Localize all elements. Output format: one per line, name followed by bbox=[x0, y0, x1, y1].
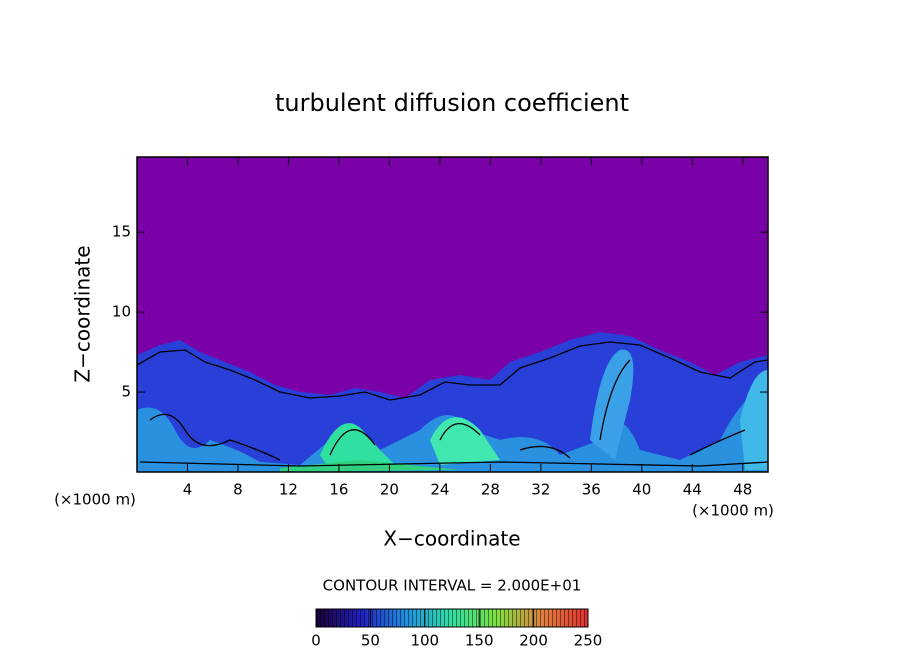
colorbar-tick-label: 50 bbox=[361, 632, 380, 650]
y-tick-label: 5 bbox=[121, 383, 131, 401]
x-tick-label: 48 bbox=[733, 481, 752, 499]
colorbar-tick-label: 250 bbox=[574, 632, 603, 650]
y-tick-label: 15 bbox=[112, 223, 131, 241]
x-tick-label: 20 bbox=[380, 481, 399, 499]
colorbar-tick-label: 200 bbox=[519, 632, 548, 650]
x-unit-left: (×1000 m) bbox=[54, 491, 136, 509]
contour-interval: CONTOUR INTERVAL = 2.000E+01 bbox=[323, 577, 582, 595]
x-tick-label: 36 bbox=[582, 481, 601, 499]
x-tick-label: 32 bbox=[531, 481, 550, 499]
x-tick-label: 16 bbox=[329, 481, 348, 499]
colorbar-lines bbox=[315, 608, 589, 628]
x-tick-label: 24 bbox=[430, 481, 449, 499]
x-unit-right: (×1000 m) bbox=[692, 502, 774, 520]
colorbar-tick-label: 150 bbox=[465, 632, 494, 650]
plot-frame bbox=[136, 156, 769, 473]
x-tick-label: 44 bbox=[683, 481, 702, 499]
x-axis-label: X−coordinate bbox=[383, 527, 520, 551]
y-axis-label: Z−coordinate bbox=[71, 245, 95, 382]
contour-field bbox=[137, 157, 768, 472]
chart-title: turbulent diffusion coefficient bbox=[275, 89, 629, 117]
x-tick-label: 28 bbox=[481, 481, 500, 499]
y-tick-label: 10 bbox=[112, 303, 131, 321]
colorbar-tick-label: 0 bbox=[311, 632, 321, 650]
x-tick-label: 4 bbox=[183, 481, 193, 499]
x-tick-label: 40 bbox=[632, 481, 651, 499]
x-tick-label: 12 bbox=[279, 481, 298, 499]
colorbar-tick-label: 100 bbox=[410, 632, 439, 650]
x-tick-label: 8 bbox=[233, 481, 243, 499]
